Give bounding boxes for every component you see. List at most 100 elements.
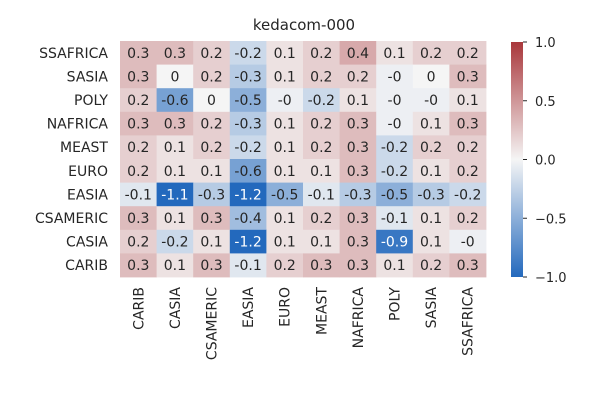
- heatmap-cell-label: -0.2: [381, 140, 408, 156]
- heatmap-cell-label: -0.3: [234, 117, 261, 133]
- heatmap-cell: [193, 88, 231, 113]
- heatmap-cell-label: 0.1: [274, 46, 296, 62]
- heatmap-cell-label: 0.1: [274, 164, 296, 180]
- heatmap-cell: [303, 41, 340, 65]
- heatmap-cell-label: 0.2: [274, 258, 296, 274]
- heatmap-cell-label: -0.3: [198, 187, 225, 203]
- heatmap-cell-label: 0.1: [310, 235, 332, 251]
- y-tick-label: POLY: [74, 93, 108, 109]
- heatmap-cell: [120, 64, 157, 89]
- heatmap-cell: [193, 64, 231, 89]
- heatmap-cell: [229, 111, 267, 136]
- heatmap-cells: 0.3 0.3 0.2 -0.2 0.1 0.2 0.4 0.1 0.2 0.2 0.3 0 0.2 -0…: [120, 41, 487, 278]
- colorbar-tick-label: −1.0: [535, 271, 567, 286]
- heatmap-cell: [156, 159, 194, 183]
- x-tick-label: CSAMERIC: [205, 287, 221, 360]
- heatmap-cell: [156, 88, 194, 113]
- heatmap-cell-label: 0.3: [457, 258, 479, 274]
- heatmap-cell: [449, 111, 487, 136]
- heatmap-cell-label: 0.2: [310, 140, 332, 156]
- heatmap-cell: [229, 88, 267, 113]
- heatmap-cell: [412, 88, 450, 113]
- heatmap-cell: [266, 206, 304, 231]
- heatmap-cell: [339, 135, 377, 160]
- x-tick-label: NAFRICA: [351, 287, 367, 349]
- heatmap-cell-label: -0.6: [234, 164, 261, 180]
- heatmap-cell-label: -1.1: [161, 187, 188, 203]
- heatmap-cell-label: 0.1: [274, 140, 296, 156]
- heatmap-cell: [266, 253, 304, 278]
- colorbar-ticks: 1.0 0.5 0.0 −0.5 −1.0: [523, 36, 567, 286]
- heatmap-cell-label: 0.2: [347, 69, 369, 85]
- heatmap-cell: [376, 111, 414, 136]
- heatmap-cell: [412, 182, 450, 207]
- heatmap-cell-label: 0.1: [420, 235, 442, 251]
- heatmap-cell: [120, 159, 157, 183]
- heatmap-cell-label: 0.2: [310, 69, 332, 85]
- heatmap-cell: [266, 159, 304, 183]
- heatmap-cell: [303, 206, 340, 231]
- heatmap-cell-label: -0.3: [234, 69, 261, 85]
- heatmap-cell: [339, 253, 377, 278]
- heatmap-cell: [339, 41, 377, 65]
- heatmap-cell-label: 0.2: [420, 140, 442, 156]
- heatmap-cell: [376, 41, 414, 65]
- heatmap-cell-label: -0.9: [381, 235, 408, 251]
- heatmap-cell: [266, 229, 304, 254]
- heatmap-cell: [376, 253, 414, 278]
- heatmap-cell-label: 0.3: [200, 211, 222, 227]
- colorbar-tick-label: 0.0: [535, 154, 556, 169]
- heatmap-cell: [156, 253, 194, 278]
- heatmap-cell-label: -0.1: [381, 211, 408, 227]
- heatmap-cell-label: -0.5: [381, 187, 408, 203]
- heatmap-cell-label: 0.1: [347, 93, 369, 109]
- heatmap-cell: [449, 64, 487, 89]
- heatmap-cell-label: 0.4: [347, 46, 369, 62]
- heatmap-cell-label: 0.2: [127, 93, 149, 109]
- heatmap-cell-label: 0.1: [310, 164, 332, 180]
- heatmap-cell-label: 0.1: [457, 93, 479, 109]
- heatmap-cell-label: 0.2: [420, 258, 442, 274]
- heatmap-cell: [193, 41, 231, 65]
- heatmap-cell: [156, 206, 194, 231]
- heatmap-cell-label: 0.3: [347, 140, 369, 156]
- heatmap-cell: [303, 88, 340, 113]
- heatmap-cell: [303, 182, 340, 207]
- heatmap-cell-label: -0: [461, 235, 475, 251]
- heatmap-cell: [449, 182, 487, 207]
- heatmap-cell: [303, 64, 340, 89]
- heatmap-cell-label: 0.2: [420, 46, 442, 62]
- heatmap-cell-label: 0.3: [457, 69, 479, 85]
- heatmap-cell: [376, 135, 414, 160]
- colorbar: [511, 42, 523, 277]
- heatmap-cell: [229, 182, 267, 207]
- heatmap-cell-label: 0.3: [347, 164, 369, 180]
- heatmap-cell-label: 0.1: [383, 46, 405, 62]
- heatmap-cell: [229, 229, 267, 254]
- heatmap-cell: [156, 111, 194, 136]
- heatmap-cell-label: -0: [388, 93, 402, 109]
- y-tick-label: CARIB: [65, 258, 108, 274]
- heatmap-cell: [339, 64, 377, 89]
- heatmap-cell-label: 0.2: [127, 140, 149, 156]
- heatmap-cell: [120, 135, 157, 160]
- heatmap-cell: [229, 135, 267, 160]
- heatmap-cell: [449, 229, 487, 254]
- heatmap-cell: [303, 135, 340, 160]
- heatmap-cell: [193, 135, 231, 160]
- heatmap-cell: [339, 159, 377, 183]
- y-tick-label: MEAST: [60, 140, 108, 156]
- heatmap-cell-label: -0.5: [271, 187, 298, 203]
- heatmap-cell: [412, 111, 450, 136]
- heatmap-cell: [449, 41, 487, 65]
- heatmap-cell: [266, 182, 304, 207]
- x-tick-label: EURO: [278, 287, 294, 327]
- heatmap-cell-label: 0.3: [164, 46, 186, 62]
- heatmap-cell-label: 0.2: [200, 69, 222, 85]
- heatmap-cell-label: 0.3: [347, 211, 369, 227]
- heatmap-cell: [193, 159, 231, 183]
- heatmap-cell-label: -0.2: [161, 235, 188, 251]
- heatmap-cell-label: -0.3: [344, 187, 371, 203]
- heatmap-cell-label: 0.1: [420, 117, 442, 133]
- heatmap-cell-label: -0.2: [308, 93, 335, 109]
